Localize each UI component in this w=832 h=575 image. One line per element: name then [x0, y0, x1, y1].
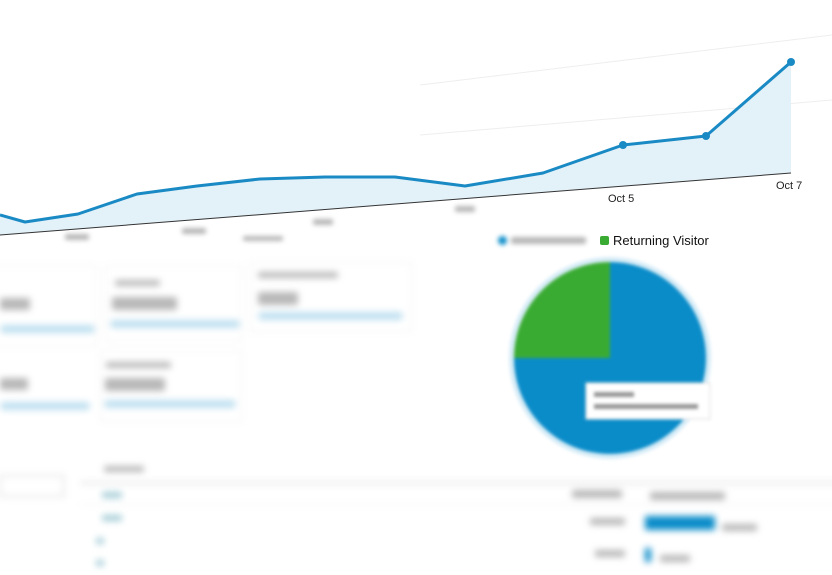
chart-point[interactable] [787, 58, 795, 66]
x-label-oct7: Oct 7 [776, 180, 803, 192]
metric-card[interactable] [100, 350, 242, 422]
pie-slice-returning-visitor[interactable] [514, 262, 610, 358]
metric-card[interactable] [0, 265, 97, 347]
chart-point[interactable] [619, 141, 627, 149]
chart-point[interactable] [702, 132, 710, 140]
returning-visitor-swatch [600, 236, 609, 245]
sessions-line-chart [0, 34, 832, 236]
metric-card[interactable] [105, 265, 242, 342]
new-visitor-label [511, 237, 586, 244]
pie-legend: Returning Visitor [498, 233, 709, 248]
gridline [419, 34, 832, 86]
pie-tooltip [585, 382, 711, 420]
chart-area-fill [0, 62, 791, 235]
x-label-oct5: Oct 5 [608, 193, 635, 205]
returning-visitor-label: Returning Visitor [613, 233, 709, 248]
pie-slice-new-visitor[interactable] [514, 262, 706, 454]
metric-card[interactable] [250, 262, 412, 332]
x-axis [0, 172, 792, 236]
new-visitor-swatch [498, 236, 507, 245]
